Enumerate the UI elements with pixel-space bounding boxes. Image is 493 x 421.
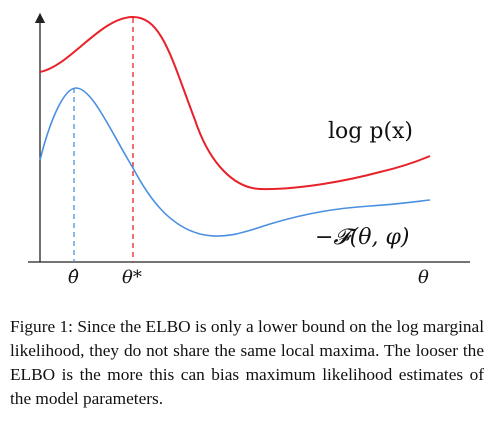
neg-F-label: −𝓕(θ, φ) <box>315 225 409 250</box>
log-p-x-curve <box>39 15 431 191</box>
log-p-x-label: log p(x) <box>328 119 413 144</box>
figure-plot: log p(x) −𝓕(θ, φ) θ̂ θ* θ <box>28 12 470 288</box>
theta-star-tick-label: θ* <box>122 267 142 288</box>
figure-caption: Figure 1: Since the ELBO is only a lower… <box>10 315 484 411</box>
theta-axis-label: θ <box>418 267 429 288</box>
caption-label: Figure 1: <box>10 317 73 336</box>
neg-F-curve <box>39 87 431 237</box>
plot-svg: log p(x) −𝓕(θ, φ) θ̂ θ* θ <box>28 12 470 288</box>
caption-text: Since the ELBO is only a lower bound on … <box>10 317 485 408</box>
theta-hat-tick-label: θ̂ <box>68 267 79 288</box>
